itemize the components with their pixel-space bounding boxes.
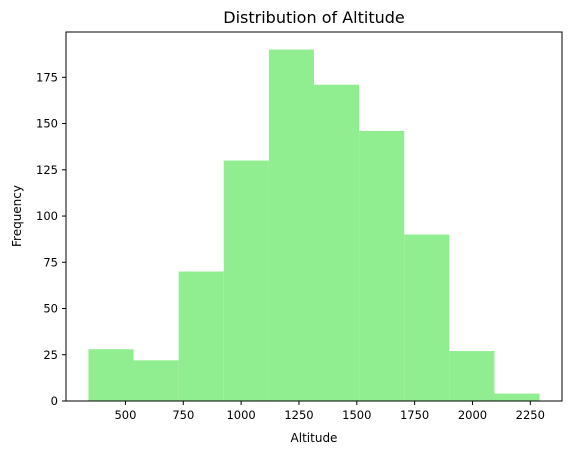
y-tick-label: 150 — [36, 117, 58, 131]
x-tick-label: 2250 — [516, 408, 545, 422]
x-tick-label: 1250 — [284, 408, 313, 422]
x-tick-label: 1750 — [400, 408, 429, 422]
y-tick-label: 125 — [36, 163, 58, 177]
x-tick-label: 500 — [114, 408, 136, 422]
y-tick-label: 100 — [36, 209, 58, 223]
x-tick-label: 750 — [172, 408, 194, 422]
histogram-bar-6 — [314, 84, 360, 401]
histogram-bar-8 — [404, 234, 450, 401]
histogram-bar-9 — [449, 351, 495, 401]
x-tick-label: 2000 — [458, 408, 487, 422]
x-axis-ticks: 500 750 1000 1250 1500 1750 2000 2250 — [114, 401, 545, 422]
bars-group — [88, 49, 540, 401]
histogram-bar-5 — [268, 49, 314, 401]
histogram-bar-4 — [223, 160, 269, 401]
x-tick-label: 1000 — [226, 408, 255, 422]
y-tick-label: 75 — [43, 255, 58, 269]
histogram-bar-2 — [133, 360, 179, 401]
x-tick-label: 1500 — [342, 408, 371, 422]
y-axis-ticks: 0 25 50 75 100 125 150 175 — [36, 70, 66, 408]
histogram-bar-7 — [359, 130, 405, 401]
y-tick-label: 175 — [36, 70, 58, 84]
histogram-bar-10 — [494, 393, 540, 401]
y-tick-label: 50 — [43, 302, 58, 316]
x-axis-label: Altitude — [291, 431, 338, 445]
histogram-bar-3 — [178, 271, 224, 401]
histogram-bar-1 — [88, 349, 134, 401]
y-tick-label: 0 — [51, 394, 58, 408]
chart-title: Distribution of Altitude — [223, 8, 404, 27]
y-axis-label: Frequency — [10, 185, 24, 247]
y-tick-label: 25 — [43, 348, 58, 362]
